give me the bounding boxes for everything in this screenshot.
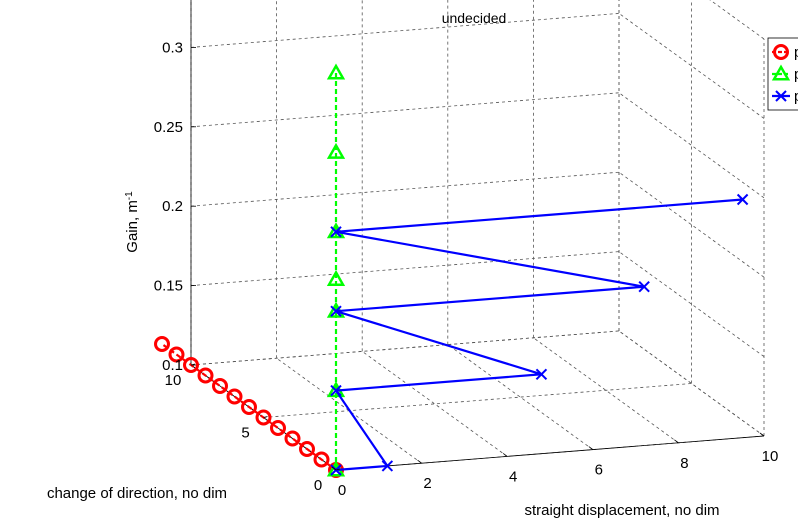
- tick-mark-y: [335, 468, 341, 471]
- data-point-x-stroke: [775, 90, 787, 102]
- x-tick-label: 0: [338, 482, 346, 499]
- data-point-x: [330, 305, 342, 317]
- data-point-x: [775, 90, 787, 102]
- z-axis-label-main: Gain, m: [124, 200, 141, 253]
- grid-line: [263, 383, 692, 418]
- x-tick-label: 8: [680, 455, 688, 472]
- data-point-x-stroke: [381, 460, 394, 472]
- x-tick-label: 10: [762, 448, 779, 465]
- x-tick-label: 2: [423, 475, 431, 492]
- x-tick-label: 6: [595, 462, 603, 479]
- data-point-circle: [168, 346, 185, 363]
- axis-line-x: [335, 435, 765, 471]
- series-line: [161, 343, 337, 471]
- data-point-circle: [241, 399, 257, 415]
- series-group: [330, 193, 749, 476]
- data-point-triangle: [326, 142, 346, 159]
- data-point-x-stroke: [330, 226, 342, 238]
- y-tick-label: 0: [314, 477, 322, 494]
- grid-line: [190, 330, 620, 366]
- data-point-x: [736, 193, 749, 206]
- data-point-triangle: [326, 63, 346, 80]
- data-point-circle: [183, 357, 199, 373]
- data-point-x: [535, 368, 548, 380]
- data-point-circle: [313, 451, 330, 468]
- y-axis-label: change of direction, no dim: [47, 485, 227, 502]
- data-point-x-stroke: [638, 281, 650, 293]
- series-layer: [154, 63, 749, 478]
- data-point-x-stroke: [535, 368, 548, 380]
- series-group: [154, 336, 344, 478]
- data-point-x-stroke: [330, 384, 342, 397]
- z-tick-label: 0.2: [162, 198, 183, 215]
- grid-line: [190, 330, 620, 366]
- grid-line: [447, 344, 594, 450]
- tick-mark-x: [759, 432, 765, 437]
- grid-line: [618, 92, 765, 199]
- data-point-x: [330, 226, 342, 238]
- series-line: [334, 198, 743, 472]
- series-group: [326, 63, 346, 477]
- z-tick-label: 0.3: [162, 39, 183, 56]
- data-point-x-stroke: [330, 305, 342, 317]
- grid-line: [190, 251, 620, 286]
- data-point-circle: [197, 367, 214, 384]
- grid-lines: [190, 0, 765, 471]
- z-axis-label: Gain, m-1: [124, 191, 142, 253]
- tick-mark-x: [588, 446, 594, 450]
- z-tick-label: 0.15: [154, 278, 183, 295]
- grid-line: [190, 171, 620, 207]
- axes-box: [190, 0, 765, 471]
- data-point-circle: [255, 409, 272, 426]
- data-point-circle: [226, 388, 243, 405]
- data-point-x: [330, 384, 342, 397]
- data-point-x: [381, 460, 394, 472]
- data-point-circle: [270, 420, 286, 436]
- legend-entry-label: p: [794, 88, 798, 105]
- data-point-circle: [154, 336, 170, 352]
- tick-mark-x: [417, 459, 422, 464]
- data-point-circle: [299, 441, 315, 457]
- data-point-x-stroke: [736, 193, 749, 206]
- legend: ppp: [767, 37, 798, 111]
- grid-line: [190, 92, 620, 128]
- y-tick-label: 5: [241, 425, 249, 442]
- legend-entry-label: p: [794, 44, 798, 61]
- tick-mark-y: [263, 416, 268, 418]
- y-tick-label: 10: [165, 372, 182, 389]
- data-point-x: [638, 281, 650, 293]
- x-axis-label: straight displacement, no dim: [524, 502, 719, 519]
- z-tick-label: 0.25: [154, 119, 183, 136]
- z-axis-label-exponent: -1: [124, 191, 135, 200]
- data-point-circle: [212, 378, 228, 394]
- tick-mark-x: [502, 453, 508, 457]
- legend-entry-label: p: [794, 66, 798, 83]
- grid-line: [190, 13, 620, 48]
- z-tick-label: 0.1: [162, 357, 183, 374]
- data-point-triangle: [326, 269, 346, 286]
- tick-mark-x: [331, 466, 337, 471]
- data-point-circle: [773, 44, 789, 60]
- x-tick-label: 4: [509, 468, 517, 485]
- grid-line: [361, 351, 508, 457]
- tick-mark-x: [674, 439, 679, 444]
- chart-title: undecided: [442, 10, 507, 26]
- data-point-triangle: [771, 64, 791, 81]
- data-point-circle: [284, 430, 301, 447]
